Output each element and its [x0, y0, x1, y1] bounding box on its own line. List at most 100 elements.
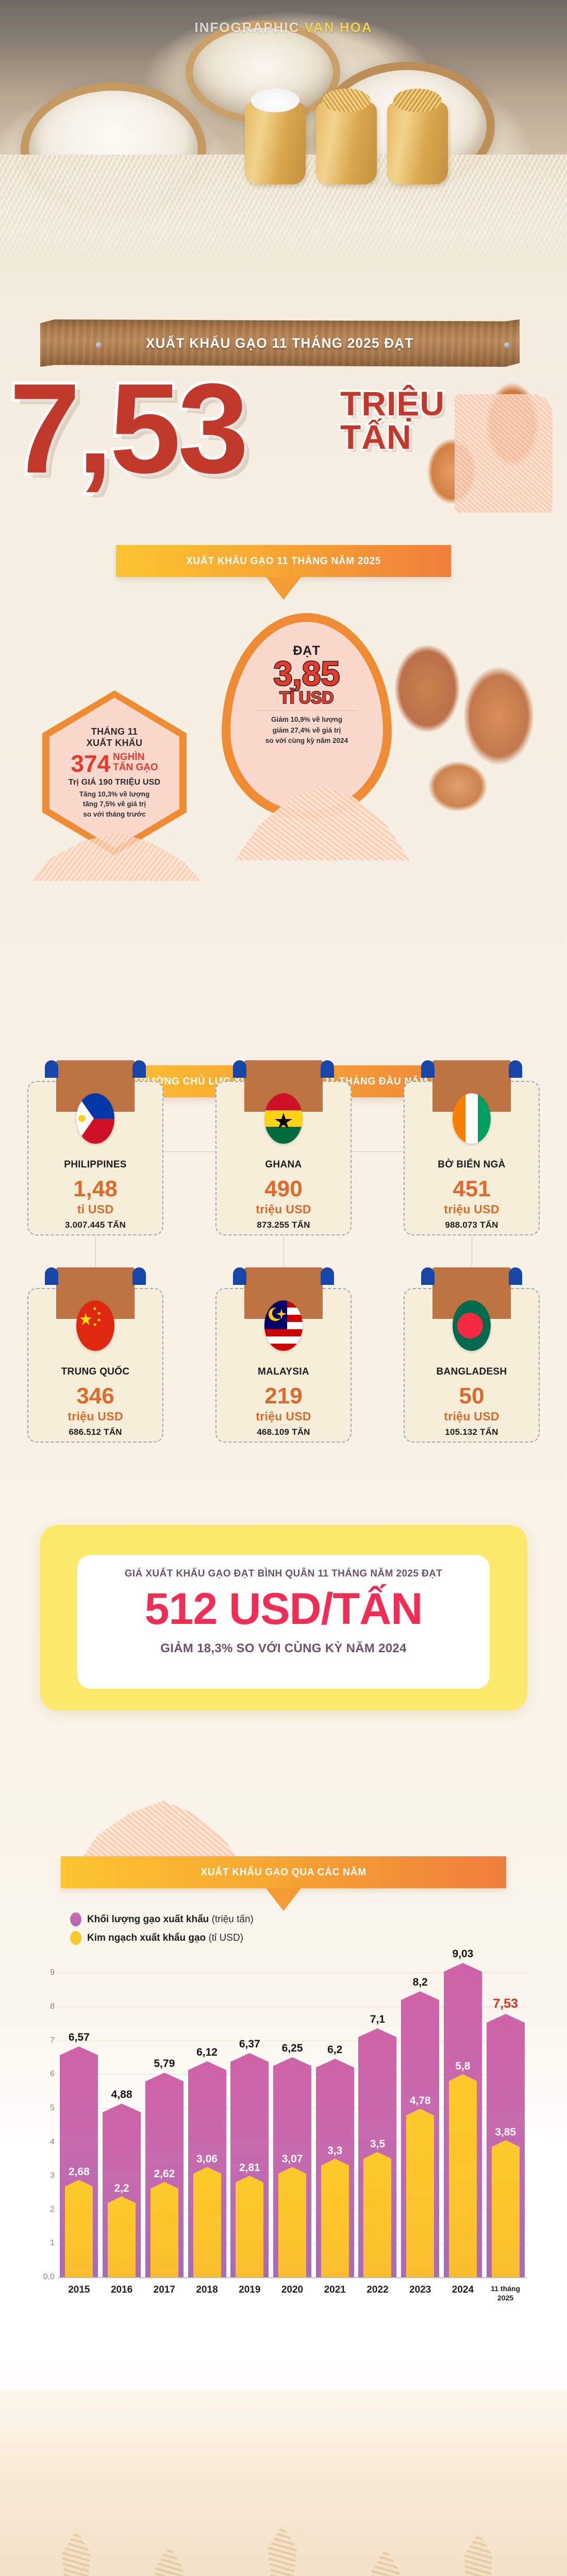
chart-y-tick: 2	[50, 2205, 55, 2214]
hero-unit-line1: TRIỆU	[339, 384, 446, 422]
chart-y-tick: 8	[50, 2002, 55, 2011]
market-tonnage: 873.255 TẤN	[257, 1220, 310, 1230]
oval-note-line3: so với cùng kỳ năm 2024	[265, 736, 348, 744]
market-unit: triệu USD	[444, 1410, 499, 1423]
philippines-flag-icon	[76, 1093, 114, 1144]
market-unit: triệu USD	[256, 1410, 311, 1423]
legend-value-text: Kim ngạch xuất khẩu gạo	[87, 1932, 206, 1943]
chart-bar-value	[236, 2175, 264, 2277]
chart-bar-value	[448, 2074, 477, 2277]
section-bar-export-value: XUẤT KHẨU GẠO 11 THÁNG NĂM 2025	[116, 545, 451, 577]
legend-label-volume: Khối lượng gạo xuất khẩu (triệu tấn)	[87, 1914, 254, 1925]
legend-volume-unit: (triệu tấn)	[211, 1913, 254, 1925]
rice-sack-decor	[419, 363, 553, 518]
month11-hex-inner: THÁNG 11 XUẤT KHẨU 374 NGHÌN TẤN GẠO Trị…	[49, 698, 179, 848]
hero-wood-banner: XUẤT KHẨU GẠO 11 THÁNG 2025 ĐẠT	[40, 319, 520, 367]
oval-divider	[256, 710, 357, 711]
chart-label-volume: 4,88	[111, 2088, 132, 2100]
chart-label-volume: 6,12	[196, 2046, 218, 2059]
chart-y-tick: 5	[50, 2103, 55, 2112]
oval-note: Giảm 10,9% về lượng giảm 27,4% về giá tr…	[265, 715, 348, 746]
chart-bar-group: 6,37 2,81 2019	[230, 1953, 269, 2295]
chart-label-volume: 6,25	[281, 2042, 303, 2054]
oval-note-line2: giảm 27,4% về giá trị	[272, 726, 341, 734]
watermark-prefix: INFOGRAPHIC	[194, 20, 305, 35]
hex-line1: THÁNG 11	[91, 726, 138, 737]
market-value: 346	[76, 1383, 114, 1409]
market-value: 50	[459, 1383, 485, 1409]
market-card-china[interactable]: TRUNG QUỐC 346 triệu USD 686.512 TẤN	[27, 1267, 163, 1443]
chart-bar-value	[65, 2180, 93, 2277]
chart-bar-group: 6,12 3,06 2018	[188, 1953, 226, 2295]
watermark-brand: VAN HOA	[304, 20, 373, 35]
market-card-malaysia[interactable]: MALAYSIA 219 triệu USD 468.109 TẤN	[215, 1267, 352, 1443]
market-value: 490	[264, 1176, 303, 1201]
screw-icon-right	[504, 342, 510, 348]
ivory-coast-flag-icon	[453, 1093, 491, 1144]
chart-bar-value	[406, 2109, 435, 2277]
hex-note-line3: so với tháng trước	[83, 810, 146, 818]
market-name: BANGLADESH	[436, 1366, 507, 1377]
market-tonnage: 3.007.445 TẤN	[65, 1220, 126, 1230]
market-card-bangladesh[interactable]: BANGLADESH 50 triệu USD 105.132 TẤN	[404, 1267, 540, 1443]
wheat-icon-3	[268, 2525, 297, 2576]
footer-wheat-art: INFOGRAPHIC VAN HOA	[0, 2391, 567, 2576]
arrow-down-icon-1	[266, 577, 301, 600]
hero-banner-title: XUẤT KHẨU GẠO 11 THÁNG 2025 ĐẠT	[146, 335, 414, 351]
hex-number-unit: NGHÌN TẤN GẠO	[113, 752, 158, 773]
chart-bar-value	[108, 2196, 136, 2277]
chart-label-volume: 7,53	[493, 1996, 518, 2011]
market-tonnage: 988.073 TẤN	[445, 1220, 498, 1230]
sack-paddy-rice-1	[316, 89, 377, 184]
market-unit: triệu USD	[256, 1202, 311, 1216]
chart-bar-value	[193, 2167, 221, 2277]
chart-x-tick: 2021	[324, 2284, 346, 2295]
market-card-ivory-coast[interactable]: BỜ BIỂN NGÀ 451 triệu USD 988.073 TẤN	[404, 1060, 540, 1235]
market-unit: tỉ USD	[77, 1202, 114, 1216]
chart-y-tick: 0,0	[43, 2273, 55, 2281]
market-unit: triệu USD	[444, 1202, 499, 1216]
legend-label-value: Kim ngạch xuất khẩu gạo (tỉ USD)	[87, 1933, 243, 1944]
hex-value-line: Trị GIÁ 190 TRIỆU USD	[68, 777, 161, 787]
hex-number: 374	[71, 750, 111, 777]
rice-sacks-illustration	[245, 89, 472, 184]
rice-sacks-decor	[376, 634, 546, 829]
market-name: PHILIPPINES	[64, 1159, 127, 1170]
chart-label-value: 2,68	[68, 2166, 90, 2178]
chart-x-tick: 2022	[366, 2284, 389, 2295]
market-name: BỜ BIỂN NGÀ	[438, 1159, 506, 1170]
wheat-icon-4	[371, 2548, 400, 2576]
chart-bar-value	[491, 2140, 520, 2277]
chart-x-tick: 2023	[409, 2284, 431, 2295]
sack-white-rice	[245, 89, 306, 184]
wheat-icon-1	[62, 2530, 91, 2576]
chart-label-volume: 6,2	[327, 2044, 343, 2056]
bangladesh-flag-icon	[453, 1300, 491, 1351]
legend-dot-volume	[70, 1912, 81, 1926]
chart-bar-group: 8,2 4,78 2023	[401, 1953, 440, 2295]
chart-bar-value	[278, 2166, 306, 2277]
market-card-philippines[interactable]: PHILIPPINES 1,48 tỉ USD 3.007.445 TẤN	[27, 1060, 163, 1235]
price-big-value: 512 USD/TẤN	[144, 1584, 423, 1634]
chart-y-tick: 3	[50, 2171, 55, 2180]
market-card-ghana[interactable]: GHANA 490 triệu USD 873.255 TẤN	[215, 1060, 352, 1235]
market-tonnage: 468.109 TẤN	[257, 1427, 310, 1437]
chart-label-value: 5,8	[455, 2060, 471, 2073]
price-top-label: GIÁ XUẤT KHẨU GẠO ĐẠT BÌNH QUÂN 11 THÁNG…	[124, 1568, 443, 1579]
chart-bar-group: 4,88 2,2 2016	[103, 1953, 141, 2295]
malaysia-flag-icon	[264, 1300, 303, 1351]
arrow-down-icon-3	[266, 1888, 301, 1911]
chart-bar-group: 6,25 3,07 2020	[273, 1953, 311, 2295]
oval-note-line1: Giảm 10,9% về lượng	[271, 716, 342, 724]
card-hanger-china	[45, 1267, 146, 1319]
hex-number-row: 374 NGHÌN TẤN GẠO	[71, 750, 158, 775]
chart-x-tick: 2024	[452, 2284, 474, 2295]
legend-value-unit: (tỉ USD)	[208, 1932, 243, 1943]
chart-label-value: 3,07	[281, 2153, 303, 2165]
chart-bar-group: 6,57 2,68 2015	[60, 1953, 98, 2295]
average-price-card: GIÁ XUẤT KHẨU GẠO ĐẠT BÌNH QUÂN 11 THÁNG…	[40, 1525, 527, 1710]
chart-label-volume: 6,57	[68, 2031, 90, 2043]
chart-legend: Khối lượng gạo xuất khẩu (triệu tấn) Kim…	[70, 1912, 254, 1950]
chart-label-volume: 9,03	[452, 1948, 474, 1960]
chart-y-tick: 9	[50, 1968, 55, 1977]
